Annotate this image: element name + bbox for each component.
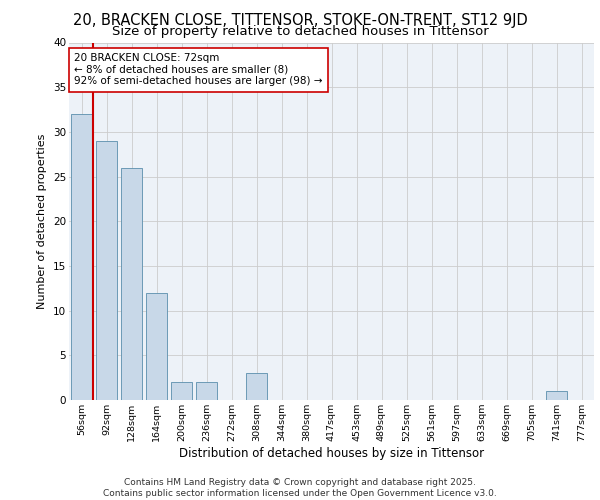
Bar (71, 114, 92, 400)
Bar (246, 373, 267, 400)
Bar (196, 382, 217, 400)
Bar (121, 168, 142, 400)
X-axis label: Distribution of detached houses by size in Tittensor: Distribution of detached houses by size … (179, 447, 484, 460)
Text: 20 BRACKEN CLOSE: 72sqm
← 8% of detached houses are smaller (8)
92% of semi-deta: 20 BRACKEN CLOSE: 72sqm ← 8% of detached… (74, 53, 323, 86)
Text: Size of property relative to detached houses in Tittensor: Size of property relative to detached ho… (112, 25, 488, 38)
Bar (96, 141, 117, 400)
Text: 20, BRACKEN CLOSE, TITTENSOR, STOKE-ON-TRENT, ST12 9JD: 20, BRACKEN CLOSE, TITTENSOR, STOKE-ON-T… (73, 12, 527, 28)
Bar (546, 391, 567, 400)
Text: Contains HM Land Registry data © Crown copyright and database right 2025.
Contai: Contains HM Land Registry data © Crown c… (103, 478, 497, 498)
Bar (171, 382, 192, 400)
Y-axis label: Number of detached properties: Number of detached properties (37, 134, 47, 309)
Bar (146, 292, 167, 400)
